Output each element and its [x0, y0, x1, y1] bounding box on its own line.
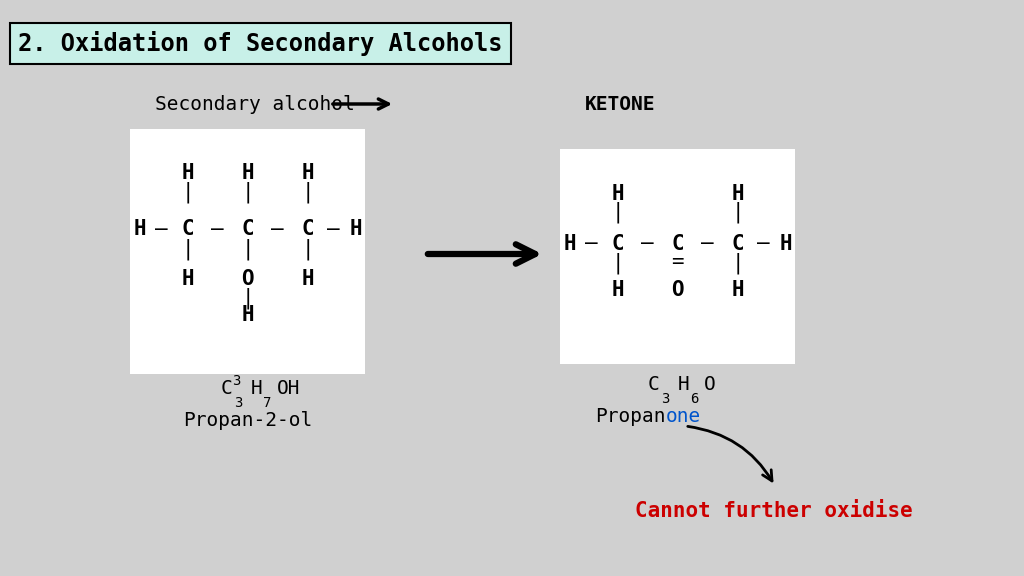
Text: H: H	[251, 378, 262, 397]
Text: 6: 6	[690, 392, 698, 406]
Text: H: H	[301, 164, 313, 184]
Text: –: –	[757, 233, 770, 253]
Text: –: –	[211, 219, 224, 240]
Text: |: |	[242, 182, 254, 203]
Text: |: |	[731, 253, 743, 274]
Text: H: H	[563, 233, 575, 253]
Text: C: C	[671, 233, 684, 253]
Text: 2. Oxidation of Secondary Alcohols: 2. Oxidation of Secondary Alcohols	[18, 31, 503, 56]
Text: O: O	[242, 270, 254, 290]
Text: H: H	[133, 219, 145, 240]
Text: one: one	[666, 407, 700, 426]
Text: KETONE: KETONE	[585, 94, 655, 113]
Text: Propan: Propan	[595, 407, 666, 426]
Text: |: |	[242, 238, 254, 260]
Text: Cannot further oxidise: Cannot further oxidise	[635, 501, 912, 521]
Text: H: H	[242, 305, 254, 325]
Text: C: C	[221, 378, 232, 397]
Text: –: –	[156, 219, 168, 240]
Bar	[130, 129, 365, 374]
Text: 3: 3	[232, 374, 241, 388]
Text: –: –	[585, 233, 598, 253]
Text: C: C	[648, 374, 659, 393]
Text: |: |	[611, 253, 624, 274]
Text: H: H	[611, 184, 624, 203]
Text: H: H	[731, 279, 743, 300]
Text: C: C	[242, 219, 254, 240]
Text: O: O	[703, 374, 715, 393]
Text: H: H	[301, 270, 313, 290]
Text: |: |	[301, 182, 313, 203]
Text: H: H	[678, 374, 689, 393]
Text: |: |	[242, 288, 254, 309]
Text: C: C	[611, 233, 624, 253]
Text: |: |	[181, 182, 194, 203]
Text: C: C	[731, 233, 743, 253]
Text: –: –	[328, 219, 340, 240]
Text: –: –	[641, 233, 653, 253]
Text: C: C	[301, 219, 313, 240]
Text: H: H	[242, 164, 254, 184]
Text: |: |	[731, 202, 743, 223]
Text: 3: 3	[234, 396, 243, 410]
Text: 7: 7	[263, 396, 272, 410]
Text: H: H	[611, 279, 624, 300]
Bar	[560, 149, 795, 364]
Text: O: O	[671, 279, 684, 300]
Text: C: C	[181, 219, 194, 240]
Text: |: |	[611, 202, 624, 223]
Text: Propan-2-ol: Propan-2-ol	[183, 411, 312, 430]
Text: H: H	[731, 184, 743, 203]
Text: 3: 3	[662, 392, 670, 406]
Text: H: H	[779, 233, 792, 253]
Text: H: H	[181, 164, 194, 184]
Text: |: |	[181, 238, 194, 260]
Text: –: –	[701, 233, 714, 253]
Text: H: H	[181, 270, 194, 290]
Text: OH: OH	[276, 378, 300, 397]
Text: H: H	[349, 219, 361, 240]
Text: =: =	[671, 252, 684, 272]
Text: |: |	[301, 238, 313, 260]
Text: Secondary alcohol: Secondary alcohol	[155, 94, 354, 113]
Text: –: –	[271, 219, 284, 240]
